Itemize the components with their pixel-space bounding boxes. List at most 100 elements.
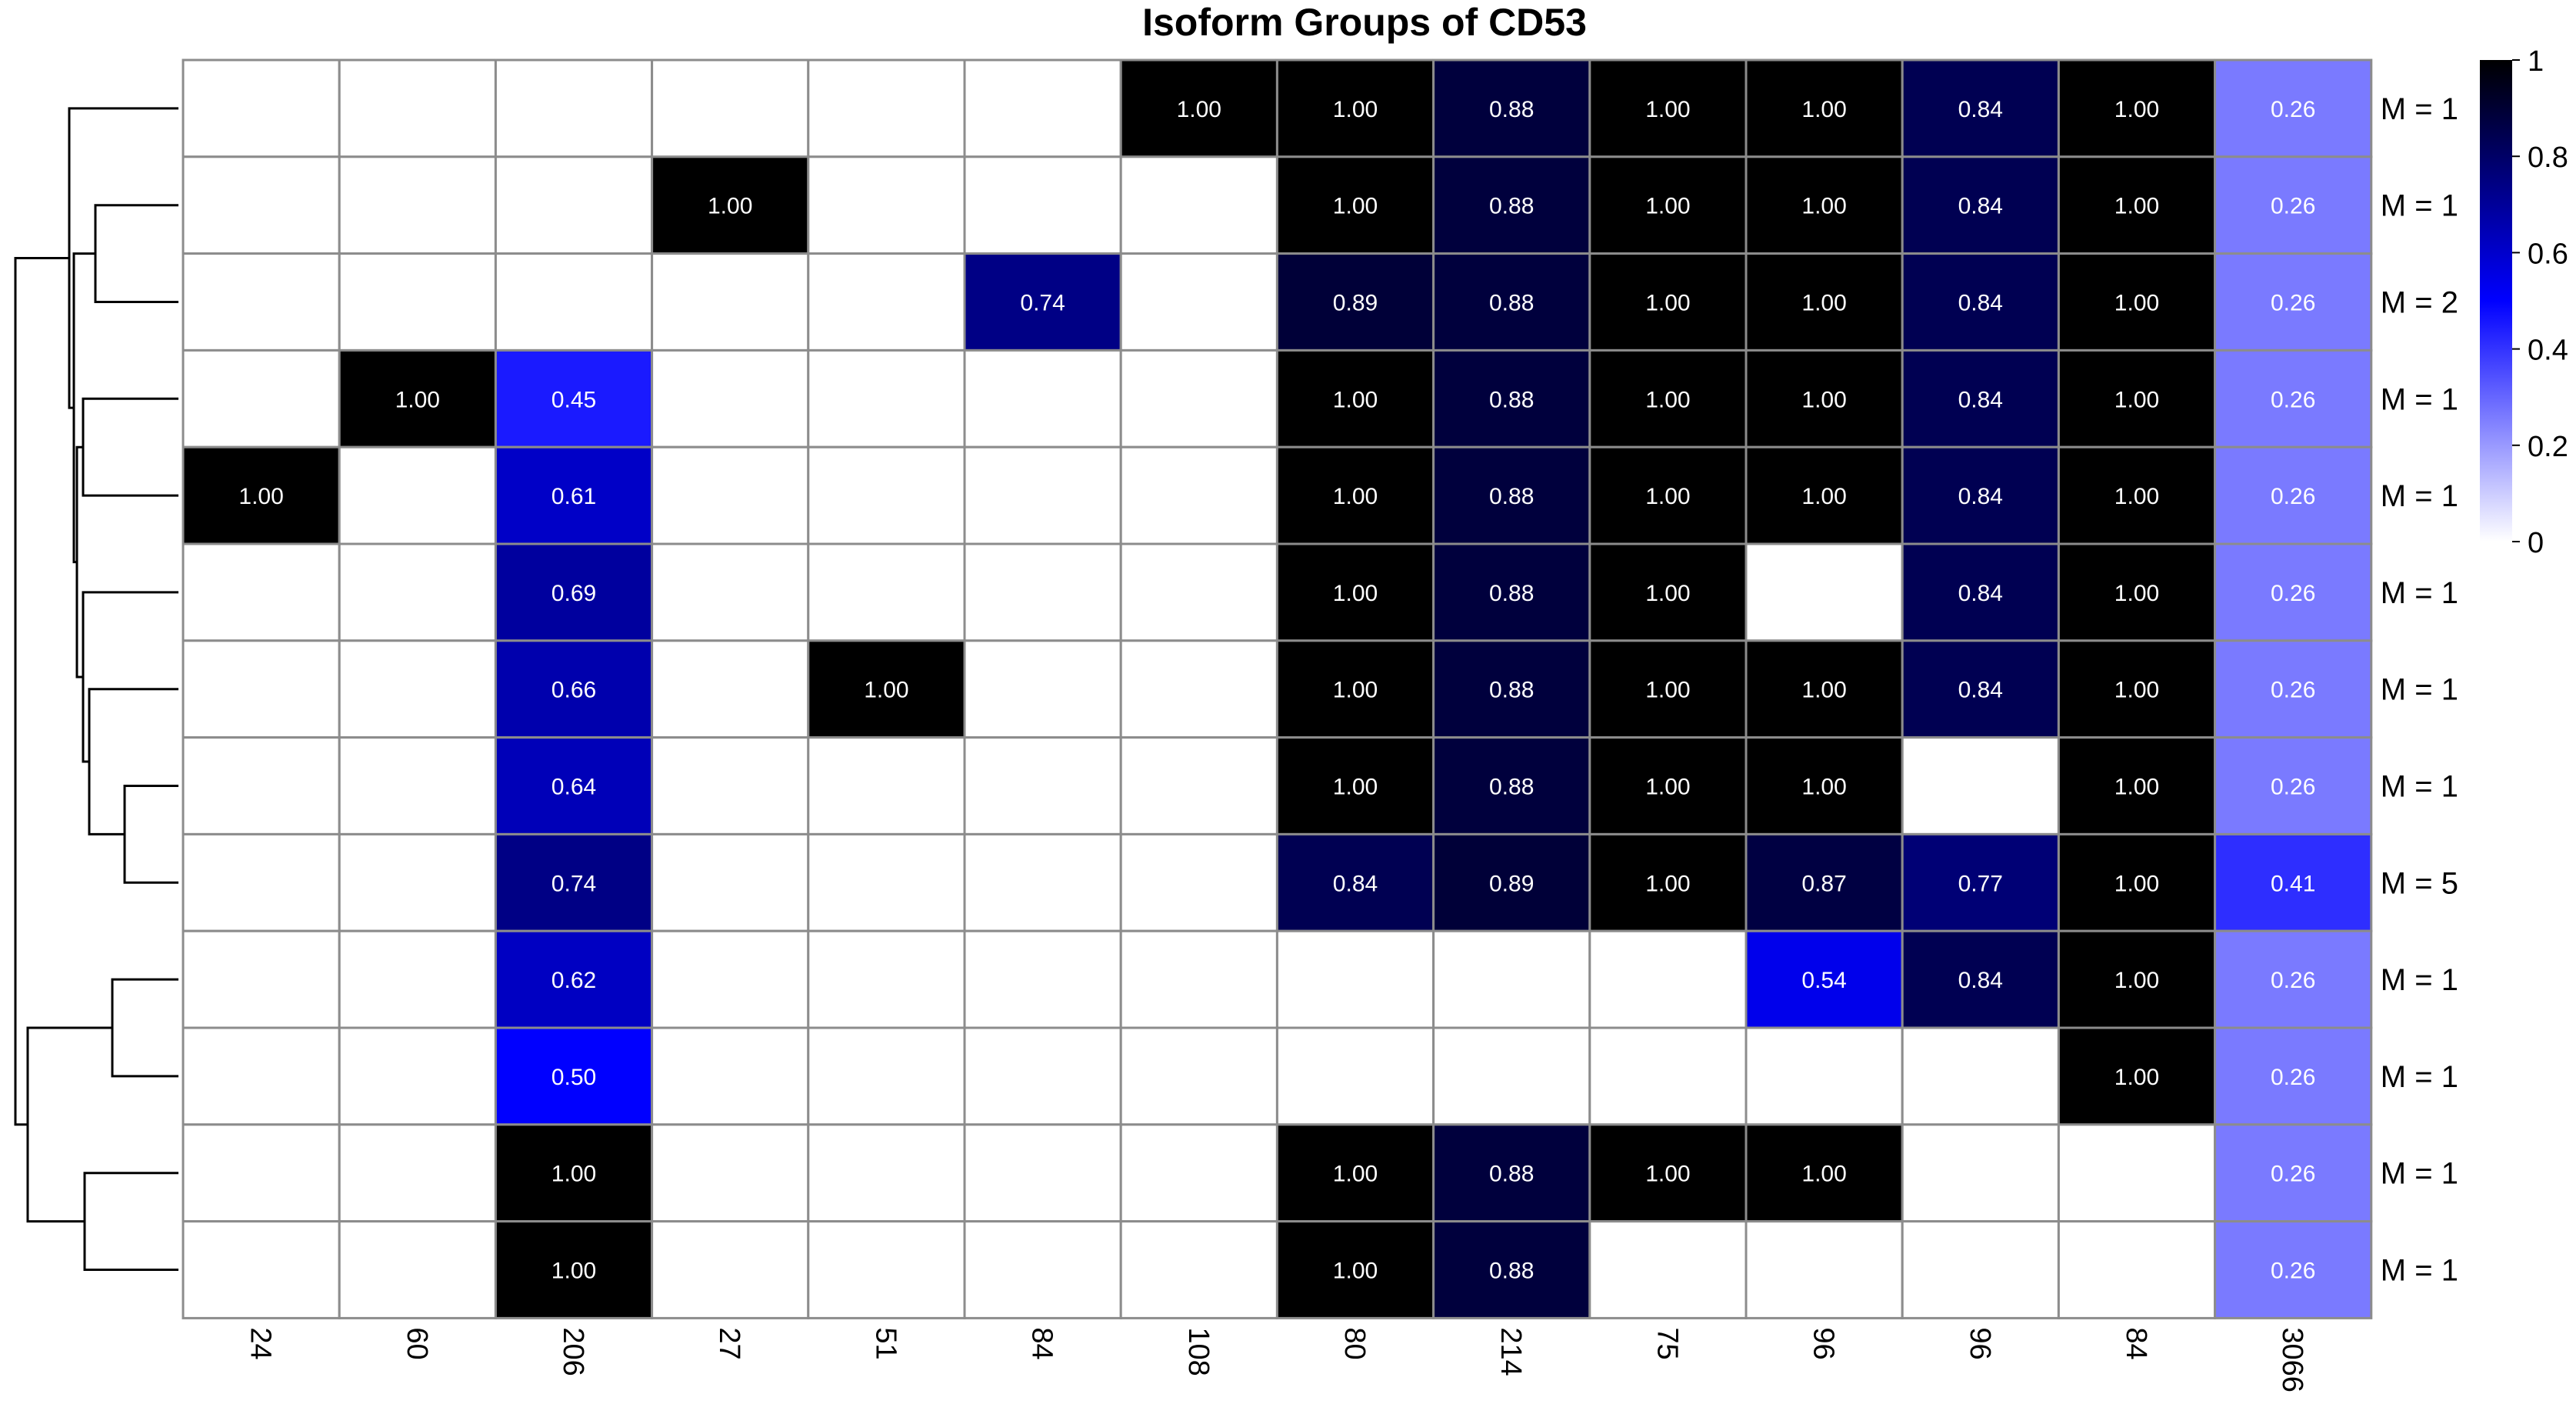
heatmap-cell bbox=[1901, 348, 2060, 449]
cell-value-label: 1.00 bbox=[1645, 581, 1690, 606]
heatmap-cell bbox=[1432, 639, 1591, 739]
cell-value-label: 0.45 bbox=[552, 387, 596, 412]
heatmap-cell bbox=[963, 639, 1122, 739]
cell-value-label: 1.00 bbox=[1645, 387, 1690, 412]
cell-value-label: 0.26 bbox=[2271, 775, 2315, 800]
heatmap-cell bbox=[2057, 639, 2217, 739]
heatmap-cell bbox=[1745, 929, 1904, 1029]
heatmap-cell bbox=[1588, 1220, 1748, 1319]
heatmap-cell bbox=[494, 639, 654, 739]
cell-value-label: 1.00 bbox=[2114, 484, 2159, 509]
heatmap-cell bbox=[1275, 929, 1435, 1029]
heatmap-cell bbox=[1432, 736, 1591, 835]
row-label: M = 1 bbox=[2381, 1254, 2458, 1288]
legend-tick-label: 0 bbox=[2528, 527, 2544, 559]
cell-value-label: 1.00 bbox=[1645, 775, 1690, 800]
heatmap-cell bbox=[963, 929, 1122, 1029]
heatmap-cell bbox=[1119, 736, 1278, 835]
column-label: 51 bbox=[869, 1327, 901, 1359]
heatmap-cell bbox=[807, 445, 966, 545]
heatmap-cell bbox=[1119, 1123, 1278, 1223]
heatmap-cell bbox=[2214, 1220, 2373, 1319]
cell-value-label: 0.88 bbox=[1489, 97, 1534, 122]
heatmap-cell bbox=[1119, 58, 1278, 158]
heatmap-cell bbox=[1119, 542, 1278, 642]
cell-value-label: 1.00 bbox=[2114, 291, 2159, 316]
cell-value-label: 1.00 bbox=[1645, 97, 1690, 122]
heatmap-cell bbox=[494, 348, 654, 449]
heatmap-cell bbox=[494, 1220, 654, 1319]
cell-value-label: 0.26 bbox=[2271, 194, 2315, 219]
dendrogram-branch bbox=[68, 107, 178, 409]
cell-value-label: 1.00 bbox=[708, 194, 752, 219]
heatmap-cell bbox=[807, 252, 966, 352]
heatmap-cell bbox=[651, 929, 810, 1029]
cell-value-label: 0.88 bbox=[1489, 1259, 1534, 1284]
cell-value-label: 1.00 bbox=[1645, 291, 1690, 316]
cell-value-label: 1.00 bbox=[552, 1259, 596, 1284]
row-label: M = 1 bbox=[2381, 189, 2458, 223]
cell-value-label: 1.00 bbox=[1333, 678, 1378, 703]
legend-tick-label: 0.6 bbox=[2528, 238, 2568, 270]
cell-value-label: 0.61 bbox=[552, 484, 596, 509]
heatmap-cell bbox=[651, 1123, 810, 1223]
heatmap-cell bbox=[1745, 348, 1904, 449]
heatmap-cell bbox=[338, 832, 497, 932]
heatmap-cell bbox=[651, 348, 810, 449]
heatmap-cell bbox=[494, 252, 654, 352]
cell-value-label: 1.00 bbox=[2114, 97, 2159, 122]
cell-value-label: 1.00 bbox=[1333, 387, 1378, 412]
heatmap-cell bbox=[1901, 1220, 2060, 1319]
heatmap-cell bbox=[1275, 542, 1435, 642]
cell-value-label: 1.00 bbox=[238, 484, 283, 509]
dendrogram-branch bbox=[111, 978, 178, 1078]
dendrogram-branch bbox=[94, 204, 178, 303]
cell-value-label: 0.84 bbox=[1958, 484, 2003, 509]
heatmap-cell bbox=[807, 58, 966, 158]
heatmap-cell bbox=[494, 445, 654, 545]
column-label: 84 bbox=[1026, 1327, 1058, 1359]
cell-value-label: 0.50 bbox=[552, 1065, 596, 1090]
cell-value-label: 0.84 bbox=[1333, 871, 1378, 896]
cell-value-label: 0.74 bbox=[552, 871, 596, 896]
heatmap-cell bbox=[963, 252, 1122, 352]
cell-value-label: 1.00 bbox=[1333, 1259, 1378, 1284]
row-label: M = 1 bbox=[2381, 963, 2458, 997]
cell-value-label: 1.00 bbox=[1333, 194, 1378, 219]
cell-value-label: 1.00 bbox=[1333, 581, 1378, 606]
heatmap-cell bbox=[2057, 155, 2217, 255]
cell-value-label: 0.87 bbox=[1801, 871, 1846, 896]
heatmap-cell bbox=[963, 542, 1122, 642]
cell-value-label: 0.62 bbox=[552, 968, 596, 993]
cell-value-label: 0.84 bbox=[1958, 968, 2003, 993]
heatmap-cell bbox=[807, 155, 966, 255]
column-label: 206 bbox=[557, 1327, 589, 1376]
heatmap-cell bbox=[807, 929, 966, 1029]
cell-value-label: 0.88 bbox=[1489, 387, 1534, 412]
heatmap-cell bbox=[2057, 252, 2217, 352]
column-label: 96 bbox=[1808, 1327, 1840, 1359]
row-label: M = 1 bbox=[2381, 382, 2458, 416]
heatmap-cell bbox=[963, 348, 1122, 449]
cell-value-label: 0.84 bbox=[1958, 581, 2003, 606]
cell-value-label: 0.88 bbox=[1489, 1162, 1534, 1187]
heatmap-cell bbox=[1588, 445, 1748, 545]
heatmap-cell bbox=[1901, 1123, 2060, 1223]
cell-value-label: 1.00 bbox=[1645, 678, 1690, 703]
cell-value-label: 1.00 bbox=[2114, 194, 2159, 219]
heatmap-cell bbox=[2057, 1123, 2217, 1223]
legend-tick-label: 0.8 bbox=[2528, 142, 2568, 174]
heatmap-cell bbox=[1588, 1026, 1748, 1126]
legend-tick-label: 0.2 bbox=[2528, 431, 2568, 463]
heatmap-cell bbox=[182, 1123, 341, 1223]
heatmap-cell bbox=[1275, 58, 1435, 158]
heatmap-cell bbox=[182, 1220, 341, 1319]
heatmap-cell bbox=[182, 252, 341, 352]
dendrogram-branch bbox=[88, 688, 178, 835]
heatmap-cell bbox=[1901, 58, 2060, 158]
row-label: M = 1 bbox=[2381, 770, 2458, 804]
heatmap-cell bbox=[963, 1123, 1122, 1223]
heatmap-cell bbox=[1119, 929, 1278, 1029]
cell-value-label: 1.00 bbox=[1801, 387, 1846, 412]
cell-value-label: 1.00 bbox=[2114, 387, 2159, 412]
